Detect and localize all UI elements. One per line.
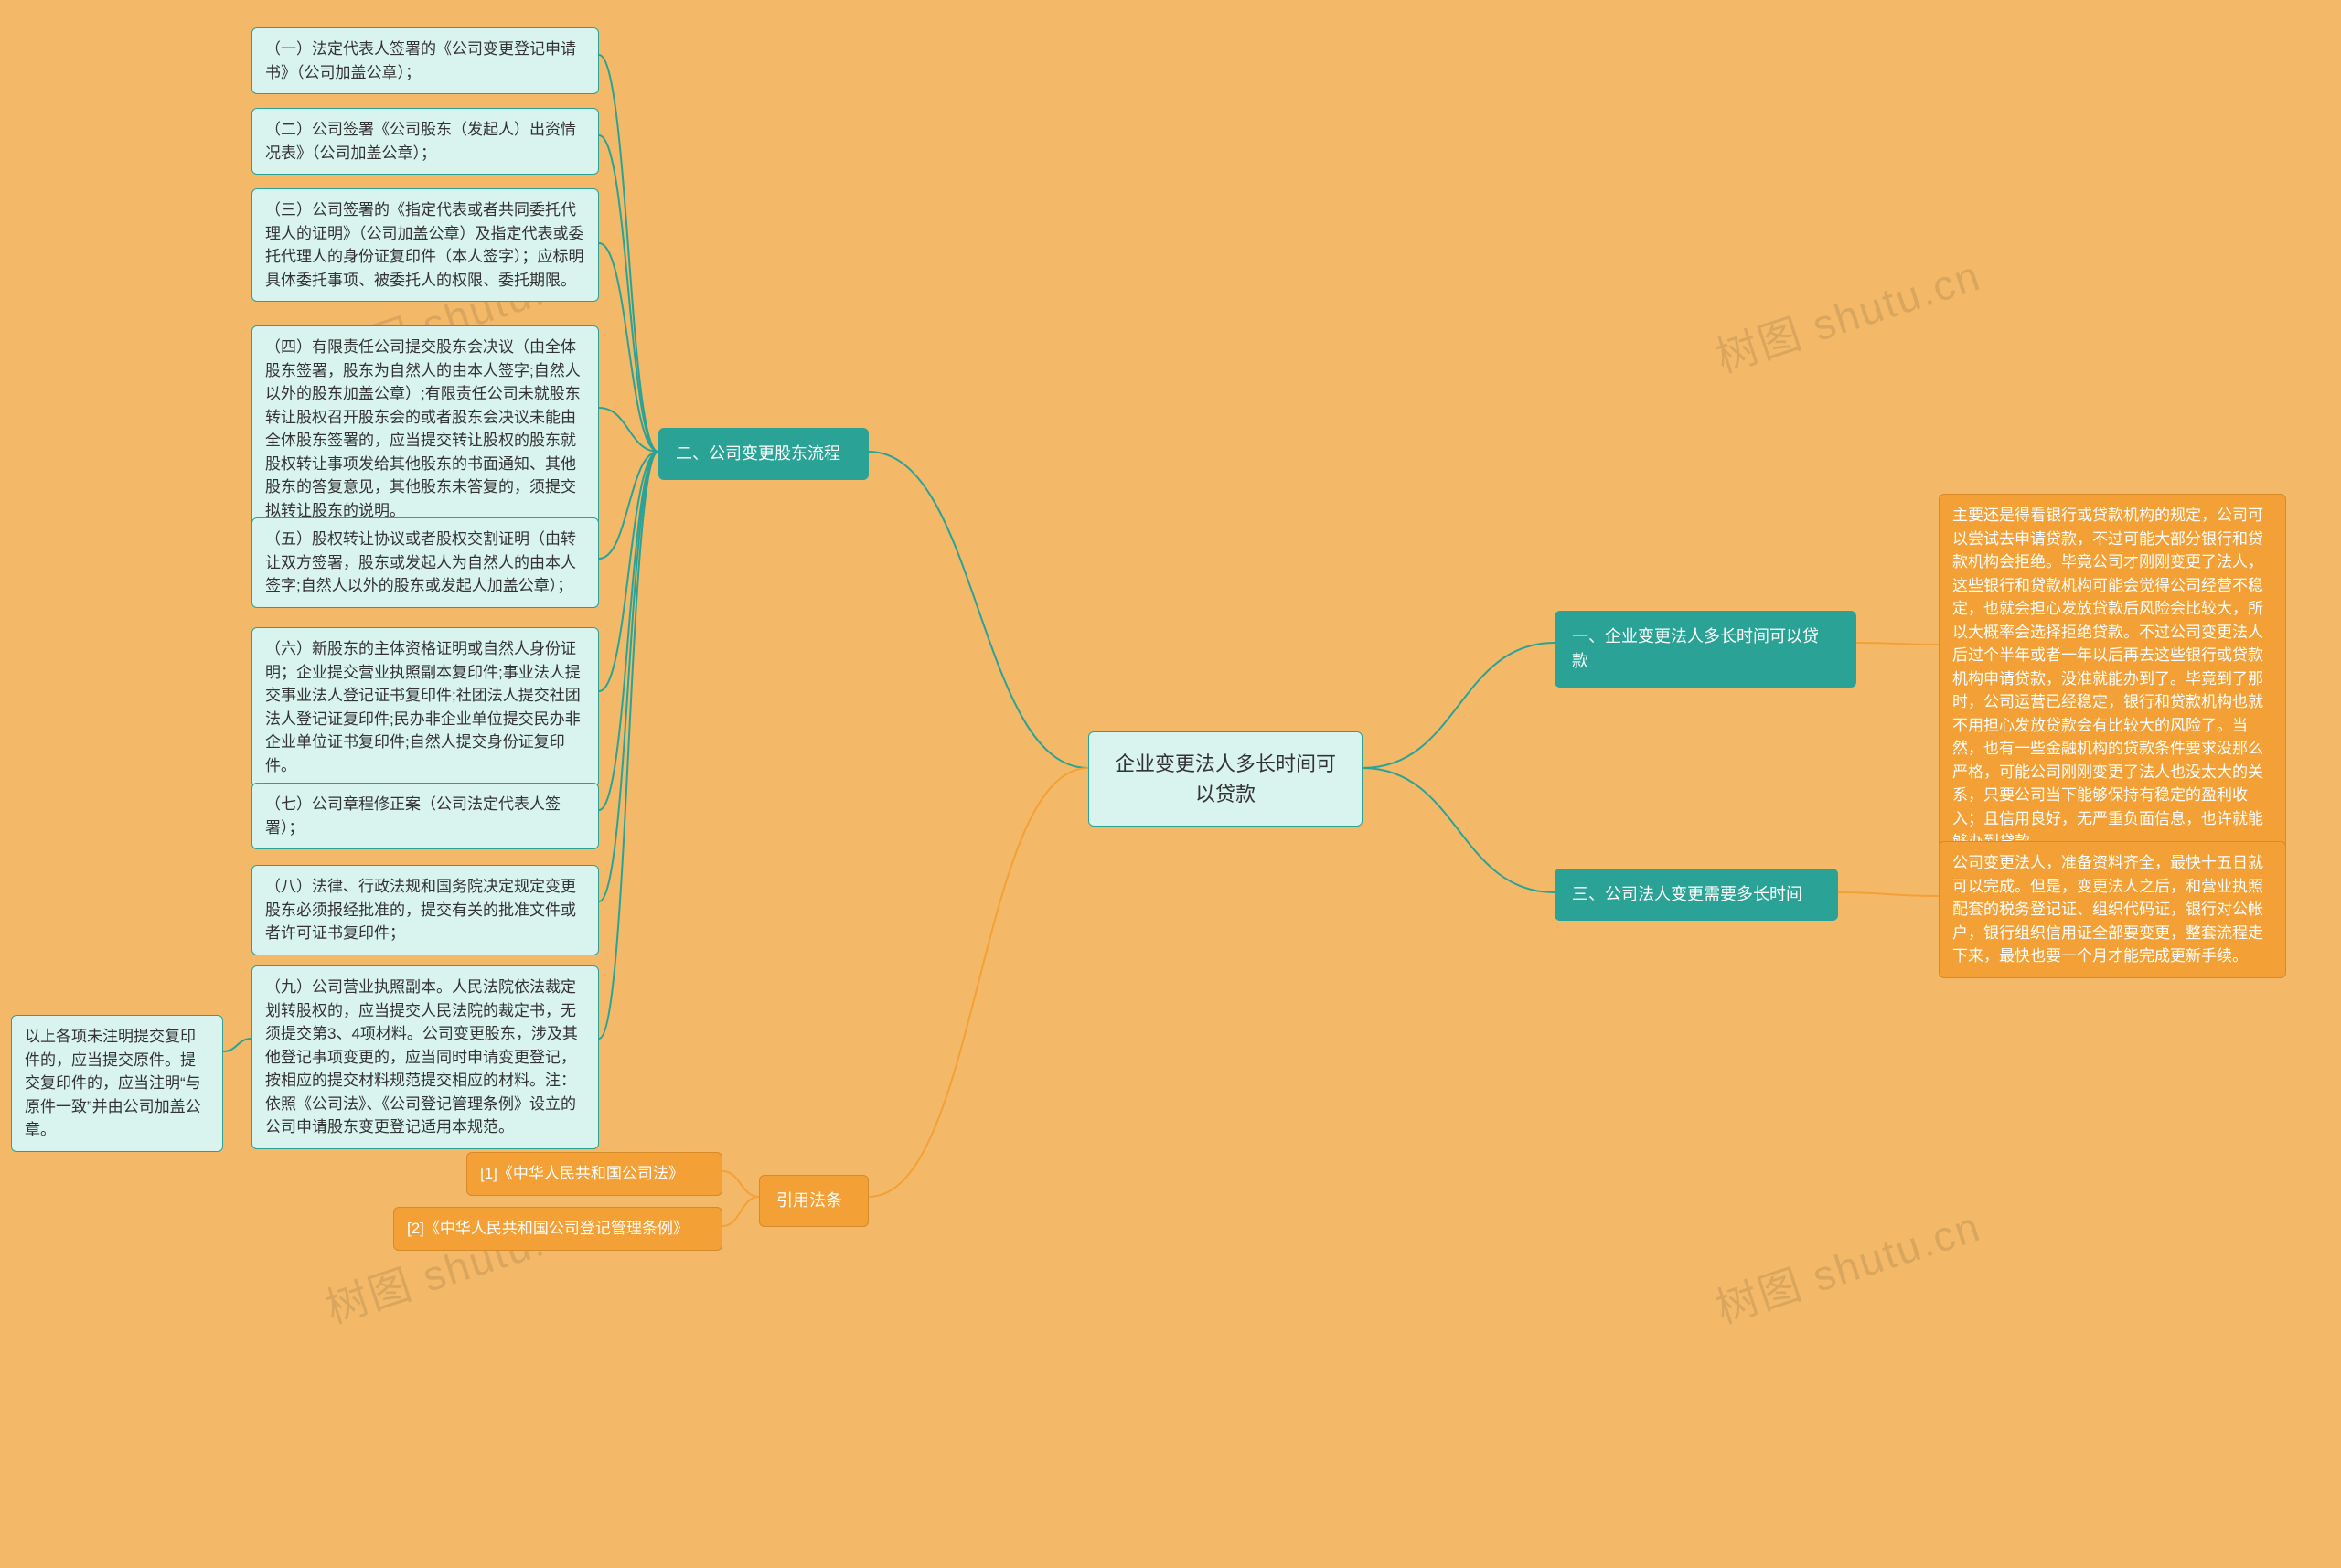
node-leaf_l_3[interactable]: （三）公司签署的《指定代表或者共同委托代理人的证明》（公司加盖公章）及指定代表或… [251, 188, 599, 302]
edge [599, 452, 658, 1039]
edge [599, 243, 658, 452]
node-leaf_l_9b[interactable]: 以上各项未注明提交复印件的，应当提交原件。提交复印件的，应当注明“与原件一致”并… [11, 1015, 223, 1152]
node-center[interactable]: 企业变更法人多长时间可以贷款 [1088, 731, 1363, 827]
node-leaf_ref_1[interactable]: [1]《中华人民共和国公司法》 [466, 1152, 722, 1196]
edge [722, 1171, 759, 1197]
edge [599, 452, 658, 559]
node-leaf_l_7[interactable]: （七）公司章程修正案（公司法定代表人签署）； [251, 783, 599, 849]
node-leaf_r1[interactable]: 主要还是得看银行或贷款机构的规定，公司可以尝试去申请贷款，不过可能大部分银行和贷… [1939, 494, 2286, 864]
node-leaf_l_6[interactable]: （六）新股东的主体资格证明或自然人身份证明；企业提交营业执照副本复印件;事业法人… [251, 627, 599, 787]
edge [1856, 643, 1939, 645]
mindmap-canvas: 树图 shutu.cn树图 shutu.cn树图 shutu.cn树图 shut… [0, 0, 2341, 1568]
watermark: 树图 shutu.cn [1707, 1193, 1987, 1336]
node-leaf_ref_2[interactable]: [2]《中华人民共和国公司登记管理条例》 [393, 1207, 722, 1251]
edge [722, 1197, 759, 1226]
node-branch_right_1[interactable]: 一、企业变更法人多长时间可以贷款 [1555, 611, 1856, 688]
edge [599, 452, 658, 691]
edge [869, 452, 1088, 768]
node-branch_right_3[interactable]: 三、公司法人变更需要多长时间 [1555, 869, 1838, 921]
edge [1363, 768, 1555, 892]
edge [599, 135, 658, 452]
node-branch_left_2[interactable]: 二、公司变更股东流程 [658, 428, 869, 480]
watermark: 树图 shutu.cn [1707, 242, 1987, 385]
edge [599, 452, 658, 810]
node-leaf_r3[interactable]: 公司变更法人，准备资料齐全，最快十五日就可以完成。但是，变更法人之后，和营业执照… [1939, 841, 2286, 978]
edge [599, 452, 658, 901]
edge [869, 768, 1088, 1197]
edge [1363, 643, 1555, 768]
node-leaf_l_5[interactable]: （五）股权转让协议或者股权交割证明（由转让双方签署，股东或发起人为自然人的由本人… [251, 517, 599, 608]
node-branch_left_ref[interactable]: 引用法条 [759, 1175, 869, 1227]
edge [599, 408, 658, 452]
node-leaf_l_2[interactable]: （二）公司签署《公司股东（发起人）出资情况表》（公司加盖公章）； [251, 108, 599, 175]
edge [1838, 892, 1939, 896]
node-leaf_l_9[interactable]: （九）公司营业执照副本。人民法院依法裁定划转股权的，应当提交人民法院的裁定书，无… [251, 965, 599, 1149]
edge [223, 1039, 251, 1051]
node-leaf_l_8[interactable]: （八）法律、行政法规和国务院决定规定变更股东必须报经批准的，提交有关的批准文件或… [251, 865, 599, 955]
node-leaf_l_4[interactable]: （四）有限责任公司提交股东会决议（由全体股东签署，股东为自然人的由本人签字;自然… [251, 325, 599, 532]
edge [599, 55, 658, 452]
node-leaf_l_1[interactable]: （一）法定代表人签署的《公司变更登记申请书》（公司加盖公章）； [251, 27, 599, 94]
